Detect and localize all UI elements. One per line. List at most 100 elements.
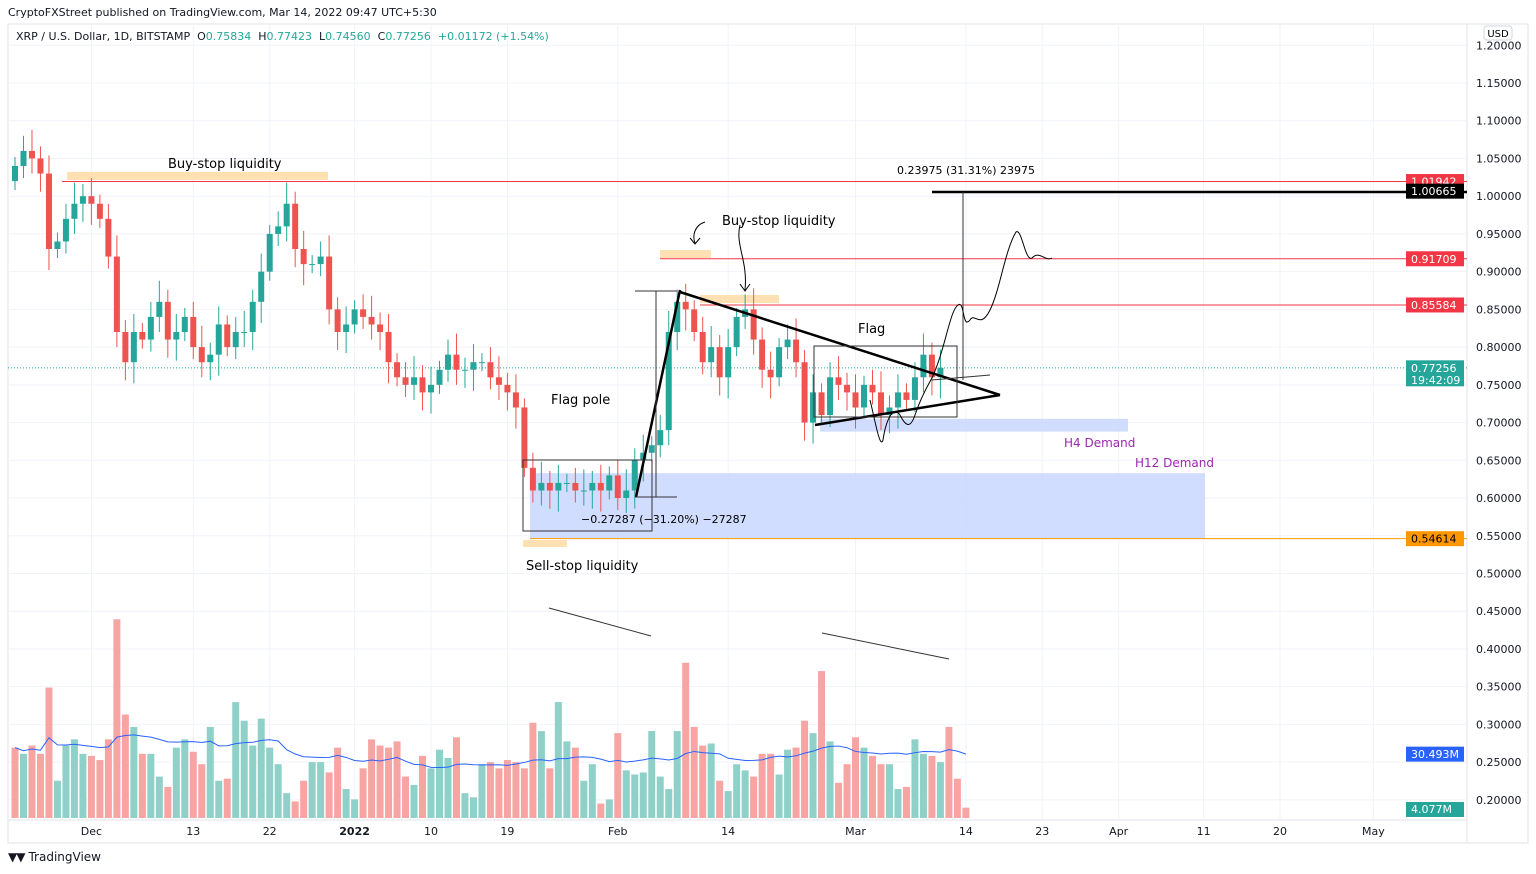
symbol-title[interactable]: XRP / U.S. Dollar, 1D, BITSTAMP: [16, 30, 191, 43]
price-tick-label: 0.45000: [1476, 605, 1522, 618]
candle-body: [461, 369, 468, 371]
volume-bar: [945, 726, 953, 818]
candle-body: [648, 445, 655, 453]
candle-body: [563, 482, 570, 484]
price-labels: 1.019421.006650.917090.855840.7725619:42…: [1406, 174, 1464, 817]
currency-badge[interactable]: [1483, 25, 1513, 41]
candle-body: [801, 362, 808, 423]
flag-upper-trendline: [679, 290, 1001, 397]
time-tick-label: 22: [263, 825, 277, 838]
symbol-legend: XRP / U.S. Dollar, 1D, BITSTAMP O0.75834…: [16, 30, 549, 43]
volume-bar: [503, 760, 511, 818]
candle-body: [122, 332, 129, 363]
volume-bar: [419, 755, 427, 818]
candle-body: [343, 324, 350, 333]
candle-body: [928, 354, 935, 378]
candle-body: [725, 347, 732, 378]
flag-pole-line: [634, 289, 682, 498]
candle-body: [411, 377, 418, 385]
candle-body: [894, 392, 901, 408]
candle-body: [538, 482, 545, 491]
volume-bar: [70, 739, 78, 818]
candle-body: [886, 407, 893, 416]
volume-bar: [189, 751, 197, 818]
volume-bar: [486, 762, 494, 818]
volume-bar: [911, 739, 919, 818]
buy-stop-zone-1: [67, 172, 328, 180]
volume-bar: [826, 741, 834, 818]
buy-stop-label-1: Buy-stop liquidity: [168, 157, 282, 172]
volume-bar: [495, 768, 503, 818]
price-axis[interactable]: 1.20000 1.15000 1.10000 1.05000 1.00000 0.950…: [1476, 39, 1522, 807]
flag-wave-path: [869, 377, 933, 443]
candle-body: [877, 392, 884, 416]
time-tick-label: Mar: [845, 825, 866, 838]
volume-bar: [546, 768, 554, 818]
candle-body: [334, 309, 341, 333]
volume-bar: [656, 776, 664, 818]
volume-bar: [436, 749, 443, 818]
volume-bar: [588, 764, 596, 818]
volume-bar: [96, 760, 104, 818]
volume-bar: [673, 731, 681, 818]
volume-bar: [682, 662, 690, 818]
candle-body: [377, 324, 384, 333]
volume-bar: [342, 789, 350, 818]
volume-bar: [750, 776, 758, 818]
candle-body: [844, 384, 851, 393]
volume-bar: [563, 741, 571, 818]
grid: [8, 24, 1467, 820]
buy-stop-zone-2: [660, 250, 711, 258]
price-tick-label: 1.20000: [1476, 39, 1522, 52]
volume-bar: [155, 776, 163, 818]
volume-bar: [351, 799, 359, 818]
volume-bar: [707, 743, 715, 818]
price-tick-label: 0.40000: [1476, 643, 1522, 656]
volume-bar: [469, 797, 477, 818]
volume-bar: [885, 764, 893, 818]
candle-body: [546, 482, 553, 491]
volume-bar: [444, 757, 452, 818]
volume-bar: [877, 764, 885, 818]
candle-body: [478, 362, 485, 364]
candle-body: [750, 309, 757, 340]
candle-body: [512, 392, 519, 408]
candle-body: [521, 407, 528, 468]
candle-body: [937, 367, 944, 378]
volume-bar: [36, 753, 44, 818]
flag-label: Flag: [858, 322, 885, 337]
arrow-icon: [738, 224, 751, 292]
price-tick-label: 0.50000: [1476, 567, 1522, 580]
time-tick-label: 20: [1273, 825, 1287, 838]
target-measure-base: [931, 374, 991, 381]
candle-body: [495, 377, 502, 385]
h4-demand-zone: [820, 418, 1128, 432]
candle-body: [113, 256, 120, 333]
price-tick-label: 0.80000: [1476, 341, 1522, 354]
candle-body: [759, 339, 766, 370]
time-tick-label: 2022: [339, 825, 370, 838]
volume-bar: [512, 762, 520, 818]
publisher-line: CryptoFXStreet published on TradingView.…: [8, 6, 437, 19]
volume-bar: [801, 720, 809, 818]
candle-body: [827, 377, 834, 416]
candle-body: [394, 362, 401, 378]
candle-body: [156, 301, 163, 317]
last-volume-label: 4.077M: [1411, 803, 1452, 816]
volume-bar: [690, 726, 698, 818]
candle-body: [88, 196, 95, 204]
price-tick-label: 0.35000: [1476, 681, 1522, 694]
volume-bar: [597, 803, 605, 818]
candle-body: [20, 150, 27, 167]
h12-demand-label: H12 Demand: [1135, 456, 1214, 470]
time-axis[interactable]: Dec 13 22 2022 10 19 Feb 14 Mar 14 23 Apr 11 20 May: [81, 825, 1385, 838]
volume-bar: [172, 747, 180, 818]
volume-bar: [792, 747, 800, 818]
candle-body: [258, 271, 265, 302]
measure-down-label: −0.27287 (−31.20%) −27287: [581, 513, 747, 526]
candle-body: [767, 369, 774, 378]
annotation-texts: Buy-stop liquidity Buy-stop liquidity Se…: [168, 157, 1214, 574]
volume-bar: [537, 731, 545, 818]
buy-stop-zone-3: [700, 295, 779, 303]
